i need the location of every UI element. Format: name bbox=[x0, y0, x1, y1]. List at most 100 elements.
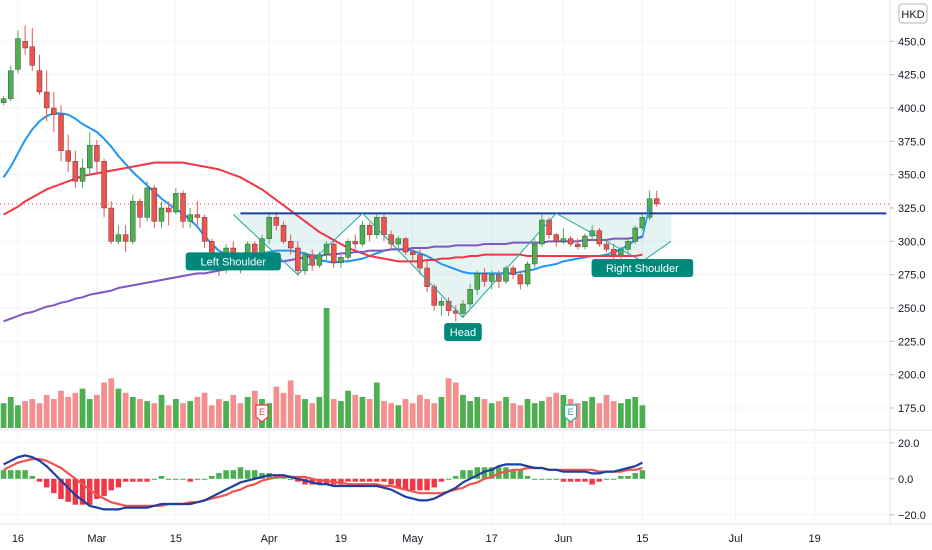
volume-bar bbox=[266, 403, 273, 428]
candle bbox=[359, 221, 366, 247]
macd-histogram-bar bbox=[374, 478, 380, 482]
pattern-label-box bbox=[591, 259, 694, 277]
candle-body bbox=[101, 161, 107, 209]
macd-histogram-bar bbox=[481, 467, 488, 479]
volume-bar bbox=[194, 396, 201, 428]
volume-bar bbox=[524, 399, 531, 428]
volume-bar bbox=[402, 399, 409, 428]
volume-bar bbox=[617, 403, 624, 428]
volume-bar bbox=[395, 405, 402, 428]
macd-histogram-bar bbox=[460, 470, 466, 479]
y-tick-label: 250.0 bbox=[898, 303, 926, 315]
candle bbox=[201, 214, 208, 248]
macd-histogram-bar bbox=[625, 475, 631, 479]
volume-bar bbox=[101, 382, 107, 428]
volume-bar bbox=[180, 403, 186, 428]
currency-badge[interactable]: HKD bbox=[898, 3, 928, 24]
macd-histogram-bar bbox=[539, 478, 545, 480]
x-tick-label: Jul bbox=[729, 533, 743, 545]
candle bbox=[338, 254, 344, 268]
grid bbox=[0, 0, 890, 524]
volume-bar bbox=[639, 405, 646, 428]
volume-bar bbox=[0, 403, 7, 428]
macd-histogram-bar bbox=[165, 478, 172, 480]
candle-body bbox=[122, 234, 129, 242]
macd-histogram-bar bbox=[402, 478, 409, 491]
candle-body bbox=[424, 267, 430, 287]
candle bbox=[438, 297, 445, 316]
volume-bar bbox=[230, 394, 237, 428]
candle-body bbox=[582, 235, 588, 247]
volume-bar bbox=[158, 394, 165, 428]
candle-body bbox=[381, 217, 387, 235]
pattern-labels: Left Shoulder Head Right Shoulder bbox=[185, 252, 694, 341]
macd-line bbox=[3, 454, 643, 511]
candle bbox=[36, 54, 43, 95]
candle bbox=[632, 225, 638, 244]
candle bbox=[87, 132, 93, 175]
earnings-marker-label: E bbox=[259, 407, 265, 417]
volume-bar bbox=[72, 392, 79, 428]
macd-histogram-bar bbox=[381, 478, 387, 482]
volume-bar bbox=[467, 401, 473, 428]
macd-histogram-bar bbox=[632, 473, 638, 479]
candle-body bbox=[639, 217, 646, 229]
candle-body bbox=[524, 263, 531, 285]
volume-bar bbox=[431, 403, 438, 428]
volume-bar bbox=[79, 388, 86, 428]
candle-body bbox=[366, 225, 373, 235]
candle bbox=[165, 201, 172, 226]
candle bbox=[130, 194, 136, 244]
y-tick-label: 400.0 bbox=[898, 103, 926, 115]
candle-body bbox=[280, 225, 287, 242]
macd-histogram-bar bbox=[467, 470, 473, 479]
candle bbox=[553, 233, 559, 247]
x-tick-label: May bbox=[402, 533, 423, 545]
candle bbox=[302, 252, 308, 275]
candle-body bbox=[488, 274, 495, 282]
panel-dividers bbox=[0, 0, 932, 525]
macd-histogram-bar bbox=[151, 478, 158, 480]
volume-bar bbox=[43, 394, 50, 428]
candle bbox=[467, 284, 473, 308]
macd-y-tick-label: 0.0 bbox=[898, 474, 913, 486]
macd-histogram-bar bbox=[582, 478, 588, 482]
volume-bar bbox=[381, 401, 387, 428]
macd-histogram-bar bbox=[158, 475, 165, 479]
macd-histogram-bar bbox=[22, 470, 28, 479]
volume-bar bbox=[438, 396, 445, 428]
volume-bar bbox=[50, 399, 57, 428]
candle bbox=[144, 181, 150, 222]
candle bbox=[488, 270, 495, 290]
candle bbox=[180, 190, 186, 228]
candle-body bbox=[431, 286, 437, 306]
candle-body bbox=[287, 241, 294, 249]
moving-averages bbox=[0, 112, 890, 323]
volume-bar bbox=[596, 403, 603, 428]
candle bbox=[395, 236, 402, 252]
macd-histogram-bar bbox=[137, 478, 143, 482]
volume-bar bbox=[603, 394, 610, 428]
candle bbox=[381, 214, 387, 242]
volume-bar bbox=[352, 394, 359, 428]
pattern-label-text: Left Shoulder bbox=[201, 256, 267, 268]
candle bbox=[388, 230, 394, 250]
macd-histogram-bar bbox=[15, 470, 21, 479]
currency-badge-label: HKD bbox=[901, 9, 924, 21]
macd-histogram-bar bbox=[352, 478, 359, 482]
volume-bar bbox=[280, 392, 287, 428]
macd-histogram-bar bbox=[244, 470, 251, 479]
candle-body bbox=[560, 238, 567, 242]
macd-histogram-bar bbox=[51, 478, 57, 494]
volume-bar bbox=[15, 405, 21, 428]
candle bbox=[582, 233, 588, 250]
candle bbox=[323, 241, 330, 260]
candle-body bbox=[625, 241, 631, 250]
macd-histogram-bar bbox=[531, 478, 538, 480]
breakout-line bbox=[641, 206, 651, 238]
pattern-label-box bbox=[444, 323, 482, 341]
volume-bar bbox=[345, 390, 351, 428]
macd-histogram-bar bbox=[524, 475, 531, 479]
candle bbox=[137, 198, 143, 228]
